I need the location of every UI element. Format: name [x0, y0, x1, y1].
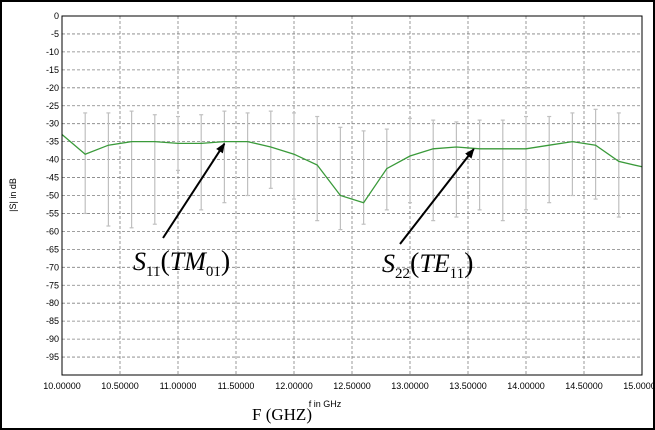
- y-tick-label: -10: [46, 47, 59, 57]
- y-tick-label: -95: [46, 352, 59, 362]
- x-tick-label: 11.50000: [218, 381, 255, 391]
- annotation-mode-sub: 11: [450, 266, 464, 282]
- y-tick-label: -30: [46, 119, 59, 129]
- annotation-close-paren: ): [464, 248, 473, 279]
- x-tick-label: 15.00000: [623, 381, 655, 391]
- annotation-arrow: [399, 148, 475, 245]
- y-tick-label: -90: [46, 334, 59, 344]
- plot-border: [61, 15, 643, 376]
- y-tick-label: -60: [46, 226, 59, 236]
- y-tick-label: -70: [46, 262, 59, 272]
- y-tick-label: -80: [46, 298, 59, 308]
- annotation-mode: TE: [419, 249, 449, 278]
- annotation-close-paren: ): [221, 246, 230, 277]
- annotation-mode-sub: 01: [206, 264, 221, 280]
- y-tick-label: -20: [46, 83, 59, 93]
- error-bars: [83, 108, 621, 231]
- y-tick-labels: 0 -5 -10 -15 -20 -25 -30 -35 -40 -45 -50 -55 -60 -65 -…: [46, 11, 59, 362]
- annotations: S11(TM01) S22(TE11): [133, 142, 475, 282]
- outer-x-label: F (GHZ): [252, 405, 312, 424]
- x-tick-label: 10.00000: [43, 381, 81, 391]
- annotation-open-paren: (: [160, 246, 169, 277]
- x-tick-label: 13.00000: [391, 381, 429, 391]
- x-axis-label: f in GHz: [309, 399, 342, 409]
- y-tick-label: 0: [54, 11, 59, 21]
- series-group: [61, 134, 643, 204]
- y-tick-label: -50: [46, 191, 59, 201]
- y-tick-label: -25: [46, 101, 59, 111]
- annotation-open-paren: (: [410, 248, 419, 279]
- y-tick-label: -65: [46, 244, 59, 254]
- annotation-base: S: [382, 249, 395, 278]
- x-tick-label: 11.00000: [160, 381, 197, 391]
- annotation-sub: 22: [395, 266, 410, 282]
- x-tick-label: 10.50000: [101, 381, 139, 391]
- x-tick-labels: 10.00000 10.50000 11.00000 11.50000 12.00000…: [43, 381, 655, 391]
- y-tick-label: -40: [46, 155, 59, 165]
- series-line: [61, 134, 643, 204]
- y-tick-label: -35: [46, 137, 59, 147]
- x-tick-label: 12.50000: [333, 381, 371, 391]
- x-tick-label: 14.00000: [507, 381, 545, 391]
- x-tick-label: 14.50000: [565, 381, 603, 391]
- y-tick-label: -75: [46, 280, 59, 290]
- y-tick-label: -55: [46, 208, 59, 218]
- y-tick-label: -45: [46, 173, 59, 183]
- y-tick-label: -15: [46, 65, 59, 75]
- x-tick-label: 12.00000: [275, 381, 313, 391]
- y-tick-label: -85: [46, 316, 59, 326]
- grid: [62, 16, 642, 375]
- annotation-label: S22(TE11): [382, 248, 473, 282]
- x-tick-label: 13.50000: [449, 381, 487, 391]
- annotation-sub: 11: [146, 264, 160, 280]
- annotation-base: S: [133, 247, 146, 276]
- annotation-label: S11(TM01): [133, 246, 230, 280]
- annotation-arrow: [162, 142, 226, 239]
- annotation-mode: TM: [170, 247, 207, 276]
- y-axis-label: |S| in dB: [8, 178, 18, 212]
- y-tick-label: -5: [51, 29, 59, 39]
